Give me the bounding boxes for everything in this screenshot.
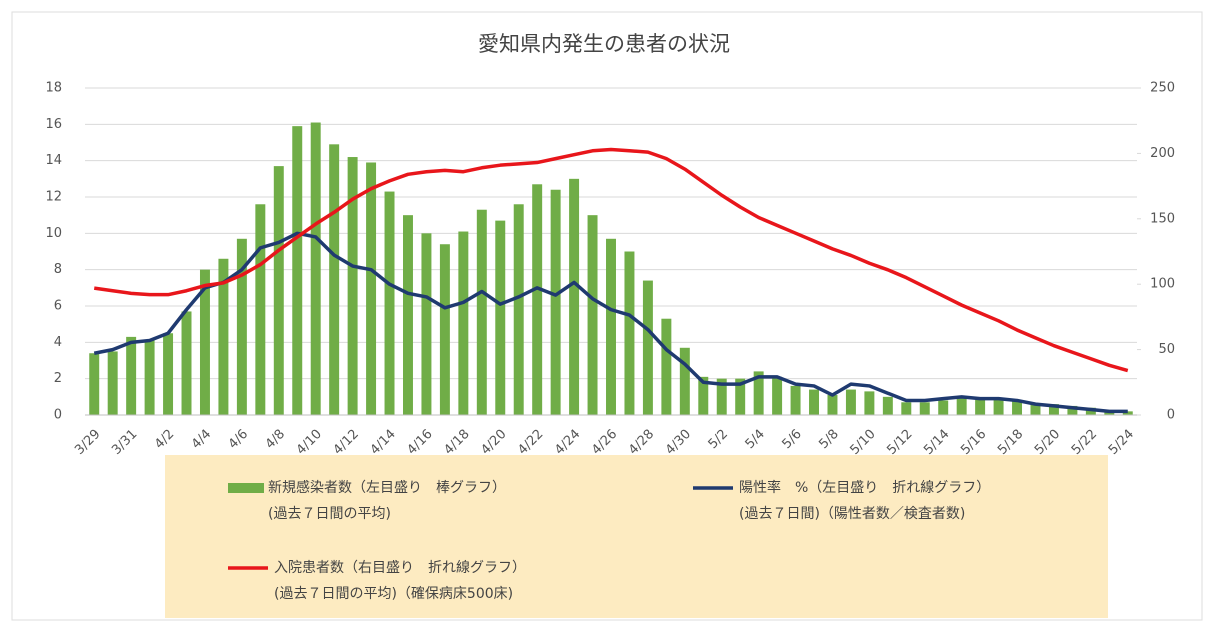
y2-tick-label: 250 (1150, 81, 1175, 96)
bar (845, 389, 856, 415)
chart-title: 愛知県内発生の患者の状況 (478, 32, 730, 56)
y2-tick-label: 0 (1167, 408, 1175, 423)
y-tick-label: 6 (54, 299, 62, 314)
bar (236, 238, 247, 415)
bar (642, 280, 653, 415)
legend: 新規感染者数（左目盛り 棒グラフ） (過去７日間の平均) 陽性率 %（左目盛り 折れ… (228, 479, 990, 602)
y-tick-label: 12 (45, 190, 62, 205)
bar (495, 220, 506, 415)
bar (606, 238, 616, 415)
bar (938, 400, 949, 415)
y-tick-label: 2 (54, 371, 62, 386)
bar (1104, 411, 1115, 415)
bar (1085, 407, 1096, 415)
bar (107, 351, 118, 415)
legend-note: (過去７日間の平均)（確保病床500床) (274, 586, 513, 602)
bar (716, 378, 727, 415)
y2-tick-label: 50 (1158, 342, 1175, 357)
bar (772, 376, 783, 415)
bar (661, 318, 672, 415)
y-tick-label: 18 (45, 81, 62, 96)
legend-note: (過去７日間の平均) (268, 506, 391, 522)
legend-swatch (228, 483, 264, 493)
bar (1012, 400, 1023, 415)
bar (181, 311, 192, 415)
bar (569, 178, 580, 415)
bar (809, 389, 820, 415)
bar (532, 184, 543, 415)
y-tick-label: 10 (45, 226, 62, 241)
bar (199, 269, 210, 415)
bar (384, 191, 395, 415)
bar (476, 209, 487, 415)
bar (402, 215, 413, 415)
line (93, 231, 1128, 414)
legend-label: 陽性率 %（左目盛り 折れ線グラフ） (739, 479, 990, 496)
bar (218, 258, 229, 415)
bar (919, 402, 930, 415)
bar (864, 391, 875, 415)
legend-label: 新規感染者数（左目盛り 棒グラフ） (268, 479, 506, 496)
bar (292, 126, 303, 416)
bar (439, 244, 450, 415)
bar (329, 144, 340, 416)
bar (827, 395, 838, 415)
bar (273, 166, 284, 415)
bar (956, 396, 967, 415)
bar (975, 398, 986, 415)
bar (587, 215, 598, 415)
y2-tick-label: 150 (1150, 211, 1175, 226)
bar (347, 157, 358, 416)
bar (753, 371, 764, 415)
y-tick-label: 14 (45, 153, 62, 168)
bar (421, 233, 432, 415)
bar (901, 402, 912, 415)
bar (1122, 411, 1133, 415)
bar (126, 336, 137, 415)
bar (698, 376, 709, 415)
bar (735, 378, 746, 415)
bar (89, 353, 100, 415)
bar (882, 396, 893, 415)
y2-tick-label: 100 (1150, 277, 1175, 292)
bar (993, 398, 1004, 415)
bar (1067, 405, 1078, 415)
bar (624, 251, 635, 415)
bar (1030, 404, 1041, 415)
legend-box (165, 455, 1108, 618)
y-tick-label: 16 (45, 117, 62, 132)
bar (163, 333, 174, 415)
bar (458, 231, 469, 415)
line (93, 147, 1129, 373)
y2-tick-label: 200 (1150, 146, 1175, 161)
bar (550, 189, 561, 415)
bar (144, 340, 155, 415)
legend-note: (過去７日間)（陽性者数／検査者数) (739, 506, 965, 522)
bar (255, 204, 266, 415)
legend-label: 入院患者数（右目盛り 折れ線グラフ） (274, 560, 526, 576)
bar (366, 162, 377, 415)
y-tick-label: 0 (54, 408, 62, 423)
bar (679, 347, 690, 415)
y-tick-label: 8 (54, 262, 62, 277)
bar (1048, 404, 1059, 415)
bar (310, 122, 321, 416)
y-tick-label: 4 (54, 335, 62, 350)
bar (790, 385, 801, 415)
bar (513, 204, 524, 415)
